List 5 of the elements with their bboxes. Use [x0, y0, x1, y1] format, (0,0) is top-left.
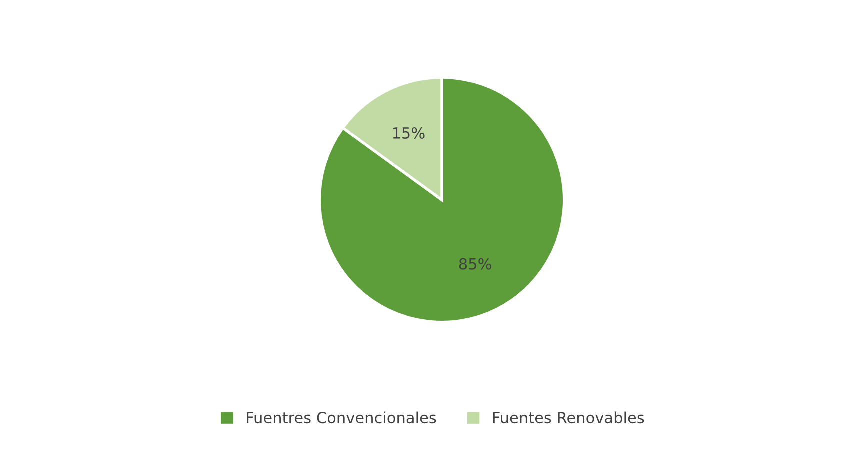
legend-label: Fuentres Convencionales [247, 412, 436, 424]
data-label: 15% [393, 127, 425, 139]
legend-label: Fuentes Renovables [493, 412, 644, 424]
pie-slice [318, 76, 566, 324]
data-label: 85% [459, 258, 492, 270]
